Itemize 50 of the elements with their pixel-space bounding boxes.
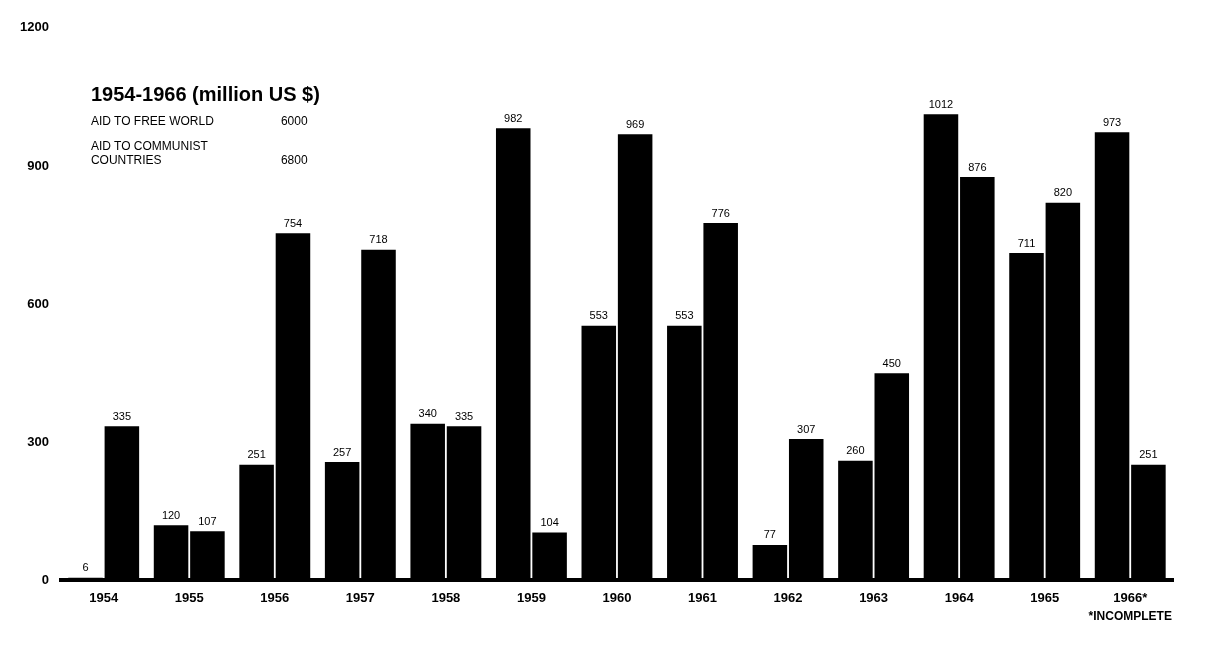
data-label: 1012 xyxy=(928,97,954,110)
data-label: 450 xyxy=(882,356,901,369)
x-tick-label: 1955 xyxy=(174,589,204,605)
data-label: 335 xyxy=(112,409,132,422)
annotation: 6800 xyxy=(280,152,308,167)
y-tick-label: 600 xyxy=(27,295,49,311)
x-tick-label: 1964 xyxy=(944,589,975,605)
x-tick-label: 1961 xyxy=(688,589,717,605)
data-label: 251 xyxy=(1139,448,1158,461)
data-label: 120 xyxy=(161,508,181,521)
annotation: 6000 xyxy=(280,113,308,128)
x-tick-label: 1962 xyxy=(773,589,803,605)
data-label: 982 xyxy=(504,111,523,124)
data-label: 257 xyxy=(332,445,352,458)
data-label: 6 xyxy=(82,561,89,574)
x-tick-label: 1960 xyxy=(602,589,632,605)
x-tick-label: 1965 xyxy=(1030,589,1060,605)
data-label: 307 xyxy=(797,422,816,435)
data-label: 553 xyxy=(589,309,608,322)
y-tick-label: 1200 xyxy=(20,19,49,35)
annotation: AID TO FREE WORLD xyxy=(90,113,215,128)
data-label: 718 xyxy=(369,233,388,246)
x-tick-label: 1957 xyxy=(345,589,375,605)
y-tick-label: 0 xyxy=(41,571,49,587)
x-tick-label: 1959 xyxy=(516,589,546,605)
annotation: AID TO COMMUNIST COUNTRIES xyxy=(90,138,209,167)
y-tick-label: 900 xyxy=(27,157,49,173)
data-label: 776 xyxy=(711,206,730,219)
data-label: 876 xyxy=(968,160,987,173)
data-label: 820 xyxy=(1053,186,1073,199)
x-tick-label: 1956 xyxy=(260,589,290,605)
x-tick-label: 1963 xyxy=(859,589,889,605)
data-label: 107 xyxy=(198,514,217,527)
data-label: 711 xyxy=(1017,236,1036,249)
x-tick-label: 1954 xyxy=(89,589,119,605)
data-label: 754 xyxy=(283,216,303,229)
data-label: 973 xyxy=(1102,115,1122,128)
data-label: 969 xyxy=(625,117,645,130)
y-tick-label: 300 xyxy=(27,433,49,449)
x-tick-label: 1966* xyxy=(1113,589,1149,605)
data-label: 553 xyxy=(675,309,694,322)
text: *INCOMPLETE xyxy=(1088,609,1172,624)
data-label: 104 xyxy=(540,516,559,529)
data-label: 77 xyxy=(763,528,776,541)
x-tick-label: 1958 xyxy=(431,589,461,605)
data-label: 260 xyxy=(846,444,865,457)
text: 1954-1966 (million US $) xyxy=(90,83,320,106)
data-label: 340 xyxy=(418,407,437,420)
data-label: 251 xyxy=(247,448,266,461)
data-label: 335 xyxy=(454,409,474,422)
